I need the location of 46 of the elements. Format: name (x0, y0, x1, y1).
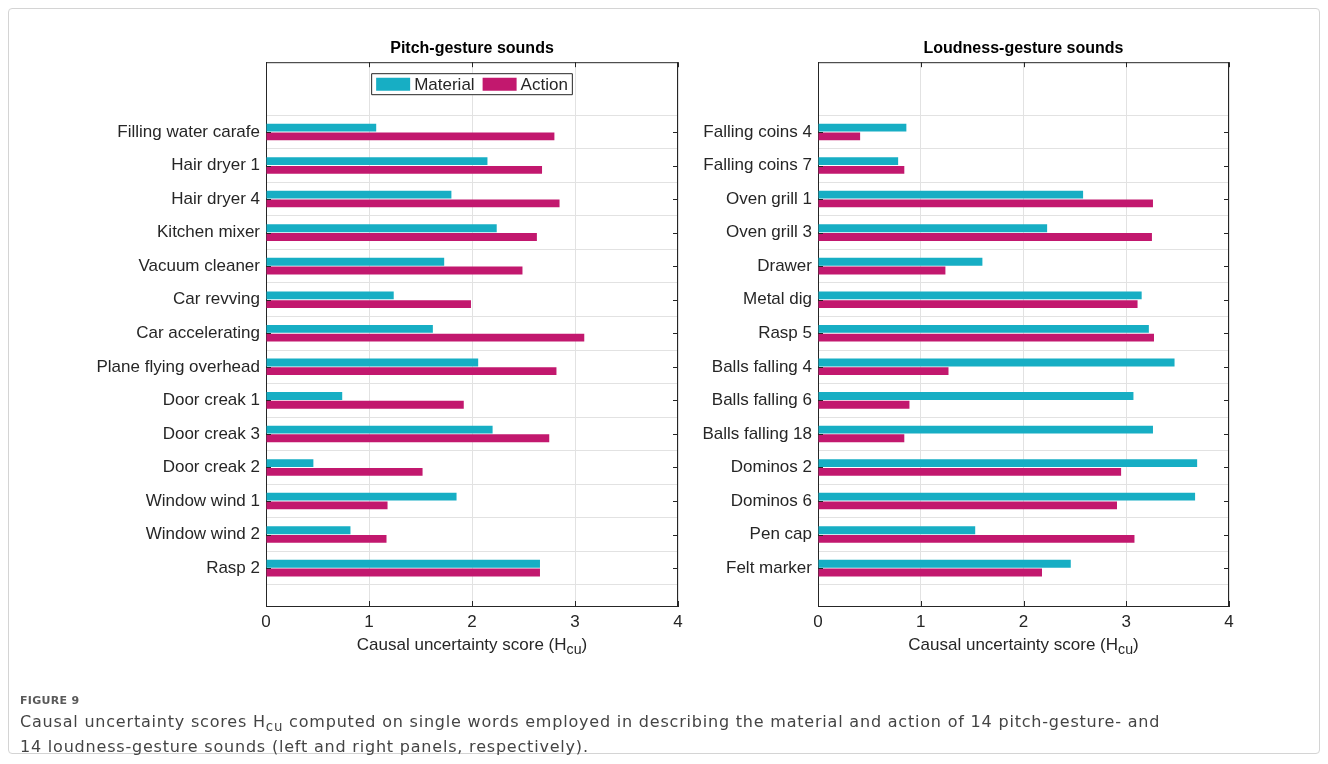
x-tick-label: 1 (364, 611, 374, 631)
x-tick-label: 1 (916, 611, 926, 631)
x-tick-label: 4 (673, 611, 683, 631)
y-tick-label: Vacuum cleaner (138, 255, 261, 275)
y-tick-label: Rasp 2 (206, 557, 260, 577)
y-tick-label: Dominos 2 (730, 457, 812, 477)
y-tick-label: Drawer (757, 255, 813, 275)
y-tick-label: Balls falling 4 (711, 356, 812, 376)
legend-label: Material (414, 74, 475, 94)
y-tick-label: Window wind 1 (145, 490, 260, 510)
y-tick-label: Pen cap (749, 524, 812, 544)
y-tick-label: Balls falling 18 (702, 423, 812, 443)
x-tick-label: 3 (570, 611, 580, 631)
x-tick-label: 3 (1121, 611, 1131, 631)
x-tick-label: 0 (813, 611, 823, 631)
y-tick-label: Dominos 6 (730, 490, 812, 510)
y-tick-label: Metal dig (743, 289, 812, 309)
y-tick-label: Felt marker (726, 557, 813, 577)
legend-label: Action (520, 74, 568, 94)
x-tick-label: 4 (1224, 611, 1234, 631)
y-tick-label: Window wind 2 (145, 524, 260, 544)
x-axis-title: Causal uncertainty score (H$_{cu}$) (355, 635, 589, 660)
y-tick-label: Rasp 5 (758, 322, 812, 342)
x-tick-label: 2 (1018, 611, 1029, 631)
y-tick-label: Balls falling 6 (711, 390, 812, 410)
y-tick-label: Door creak 2 (162, 457, 260, 477)
y-tick-label: Car revving (173, 289, 260, 309)
y-tick-label: Filling water carafe (117, 121, 260, 141)
y-tick-label: Falling coins 7 (703, 155, 812, 175)
y-tick-label: Oven grill 3 (726, 222, 812, 242)
y-tick-label: Falling coins 4 (703, 121, 812, 141)
y-tick-label: Plane flying overhead (96, 356, 260, 376)
x-tick-label: 2 (467, 611, 477, 631)
y-tick-label: Door creak 3 (162, 423, 260, 443)
x-tick-label: 0 (261, 611, 271, 631)
y-tick-label: Oven grill 1 (726, 188, 812, 208)
chart-title: Loudness-gesture sounds (923, 39, 1124, 57)
chart-title: Pitch-gesture sounds (390, 39, 554, 57)
y-tick-label: Kitchen mixer (157, 222, 261, 242)
text: Causal uncertainty scores H$_{cu}$ computed on single words employed in describing the material and action of 14 pitch-gesture- and 14 loudness-gesture sounds (left and right panels, respectively). (20, 712, 1162, 758)
y-tick-label: Door creak 1 (162, 390, 260, 410)
y-tick-label: Car accelerating (136, 322, 260, 342)
y-tick-label: Hair dryer 1 (171, 155, 260, 175)
caption: FIGURE 9 (20, 694, 81, 708)
y-tick-label: Hair dryer 4 (171, 188, 260, 208)
x-axis-title: Causal uncertainty score (H$_{cu}$) (907, 635, 1140, 660)
